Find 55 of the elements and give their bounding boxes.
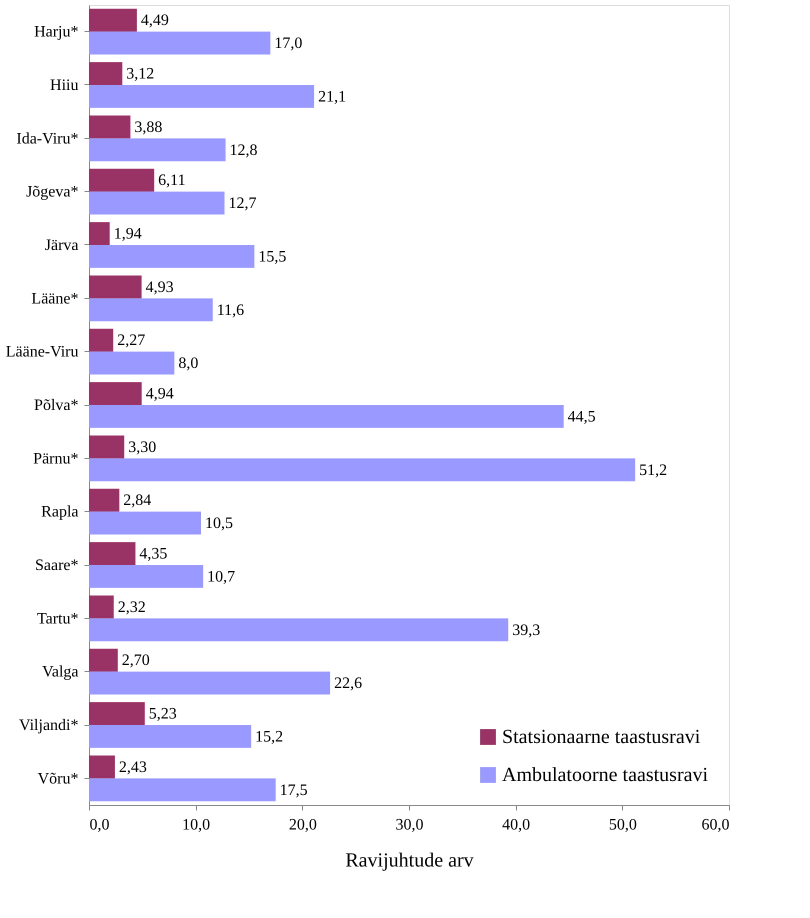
y-tick-label: Võru* (38, 770, 78, 788)
x-tick-label: 30,0 (396, 816, 424, 834)
x-tick-label: 20,0 (288, 816, 317, 834)
data-label: 3,88 (134, 118, 162, 136)
data-label: 2,70 (122, 652, 150, 670)
data-label: 4,94 (146, 386, 174, 403)
y-tick-label: Rapla (41, 504, 78, 521)
data-label: 15,2 (255, 728, 284, 746)
data-label: 17,5 (280, 782, 308, 799)
y-tick-label: Pärnu* (33, 450, 78, 468)
data-label: 12,8 (230, 142, 258, 159)
y-tick-label: Viljandi* (19, 717, 78, 734)
y-tick-label: Põlva* (34, 397, 78, 414)
y-tick-label: Tartu* (36, 610, 78, 628)
data-label: 8,0 (178, 355, 198, 372)
x-tick-label: 0,0 (90, 816, 110, 834)
y-tick-label: Jõgeva* (26, 184, 78, 201)
x-axis-title: Ravijuhtude arv (345, 850, 474, 872)
x-tick-label: 40,0 (502, 816, 530, 834)
data-label: 3,12 (126, 66, 154, 83)
y-tick-label: Ida-Viru* (16, 130, 78, 148)
data-label: 15,5 (258, 248, 286, 266)
y-tick-label: Harju* (34, 24, 78, 41)
data-label: 51,2 (639, 462, 668, 479)
data-label: 2,32 (118, 598, 146, 616)
data-label: 5,23 (148, 706, 177, 723)
data-label: 4,49 (140, 12, 169, 30)
data-label: 6,11 (158, 172, 186, 190)
data-label: 1,94 (114, 226, 142, 243)
data-label: 12,7 (228, 195, 256, 212)
data-label: 17,0 (274, 35, 302, 52)
data-label: 39,3 (512, 622, 540, 639)
x-tick-label: 50,0 (608, 816, 637, 834)
data-label: 4,35 (139, 546, 168, 563)
legend-label: Statsionaarne taastusravi (502, 726, 701, 748)
data-label: 21,1 (318, 88, 346, 106)
y-tick-label: Järva (44, 237, 78, 254)
data-label: 44,5 (568, 408, 596, 426)
x-tick-label: 10,0 (182, 816, 210, 834)
data-label: 2,43 (118, 758, 147, 776)
y-tick-label: Hiiu (50, 77, 78, 94)
data-label: 10,5 (205, 515, 233, 532)
y-tick-label: Valga (42, 664, 78, 681)
y-tick-label: Lääne-Viru (6, 344, 78, 361)
x-tick-label: 60,0 (702, 816, 730, 834)
data-label: 10,7 (207, 568, 236, 586)
data-label: 11,6 (216, 302, 244, 319)
data-label: 22,6 (334, 675, 362, 692)
data-label: 2,84 (123, 492, 152, 510)
data-label: 2,27 (117, 332, 146, 350)
y-tick-label: Saare* (34, 557, 78, 574)
data-label: 4,93 (146, 278, 174, 296)
y-tick-label: Lääne* (31, 290, 78, 308)
data-label: 3,30 (128, 438, 156, 456)
legend-label: Ambulatoorne taastusravi (502, 764, 708, 786)
